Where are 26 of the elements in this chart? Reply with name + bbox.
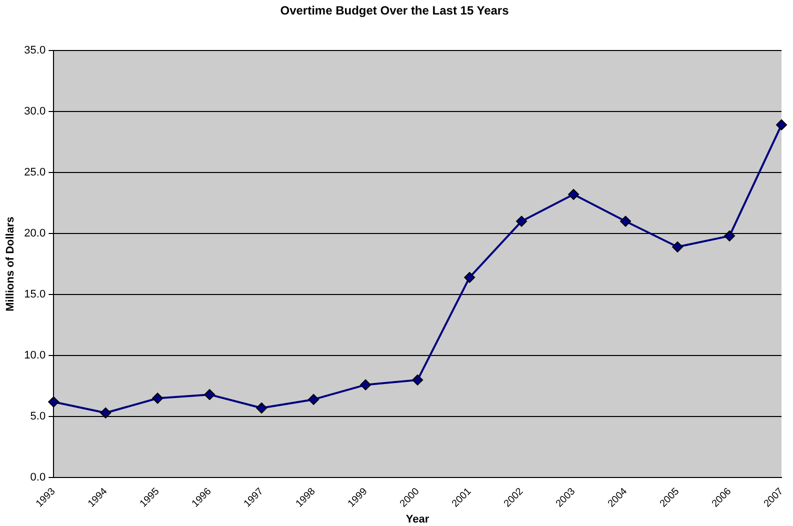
- y-tick-label: 0.0: [30, 472, 46, 484]
- x-axis-title: Year: [406, 513, 430, 526]
- point: [100, 407, 112, 418]
- point: [672, 241, 684, 252]
- point: [776, 119, 788, 130]
- point: [516, 216, 528, 227]
- point: [568, 188, 580, 200]
- y-tick-label: 5.0: [30, 410, 46, 423]
- point: [204, 389, 216, 400]
- point: [256, 402, 268, 414]
- y-axis-title: Millions of Dollars: [4, 216, 17, 312]
- y-tick-label: 15.0: [24, 288, 46, 301]
- y-tick-label: 25.0: [24, 166, 46, 178]
- point: [464, 272, 476, 283]
- point: [412, 374, 424, 386]
- chart-title: Overtime Budget Over the Last 15 Years: [280, 4, 510, 18]
- y-tick-label: 30.0: [24, 105, 46, 118]
- y-tick-label: 20.0: [24, 228, 46, 240]
- y-tick-label: 10.0: [24, 350, 46, 362]
- point: [48, 396, 60, 408]
- point: [620, 216, 632, 227]
- point: [308, 394, 320, 405]
- y-tick-label: 35.0: [24, 44, 46, 56]
- point: [724, 230, 736, 242]
- point: [360, 379, 372, 390]
- point: [152, 392, 164, 404]
